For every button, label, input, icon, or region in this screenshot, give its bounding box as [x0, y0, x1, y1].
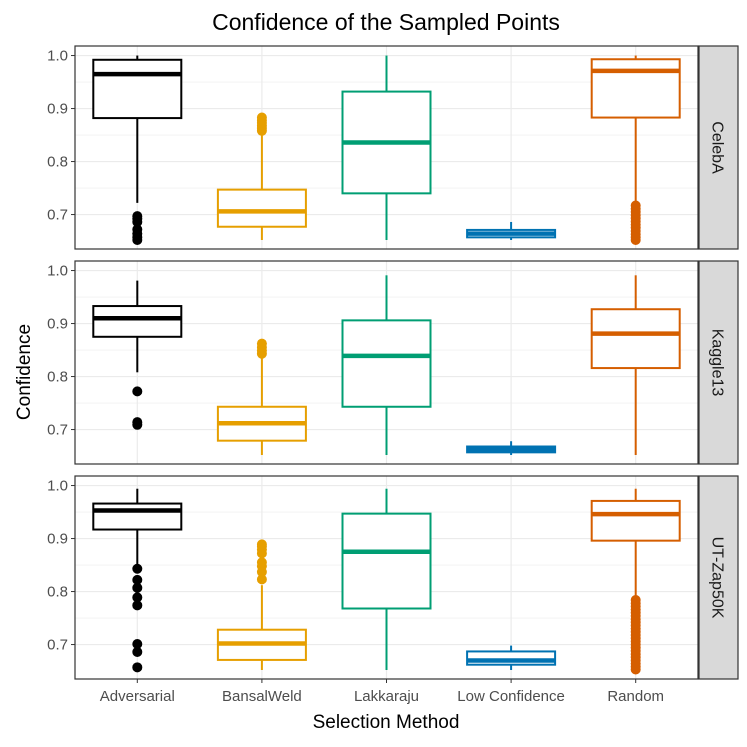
- outlier-point: [132, 419, 143, 430]
- y-tick-label: 0.7: [47, 207, 68, 224]
- box-iqr: [341, 319, 432, 408]
- x-tick-label: BansalWeld: [222, 688, 302, 705]
- y-tick-label: 0.7: [47, 637, 68, 654]
- outlier-point: [132, 662, 143, 673]
- outlier-point: [132, 600, 143, 611]
- facet-strip-label: CelebA: [709, 121, 726, 174]
- box-random: [590, 488, 681, 675]
- x-tick-label: Adversarial: [100, 688, 175, 705]
- box-iqr: [341, 512, 432, 610]
- y-tick-label: 0.7: [47, 422, 68, 439]
- y-tick-label: 1.0: [47, 48, 68, 65]
- box-iqr: [92, 502, 183, 531]
- x-axis-title: Selection Method: [313, 712, 460, 733]
- outlier-point: [256, 539, 267, 550]
- box-adversarial: [92, 280, 183, 430]
- box-adversarial: [92, 488, 183, 673]
- box-iqr: [590, 58, 681, 119]
- outlier-point: [132, 563, 143, 574]
- x-axis: Adversarial BansalWeld Lakkaraju Low Confid…: [100, 679, 664, 705]
- panel-border: [74, 45, 699, 250]
- facet-strip: [698, 475, 739, 680]
- y-tick-label: 1.0: [47, 478, 68, 495]
- facet-panel-kaggle13: 0.7 0.8 0.9 1.0 Kaggle13: [47, 260, 739, 465]
- box-lakkaraju: [341, 275, 432, 455]
- box-lakkaraju: [341, 55, 432, 240]
- box-adversarial: [92, 55, 183, 245]
- outlier-point: [132, 386, 143, 397]
- facet-strip-label: UT-Zap50K: [709, 537, 726, 619]
- box-low-confidence: [466, 645, 557, 670]
- box-iqr: [466, 650, 557, 666]
- chart-title: Confidence of the Sampled Points: [212, 9, 560, 35]
- box-iqr: [590, 499, 681, 542]
- outlier-point: [132, 592, 143, 603]
- x-tick-label: Low Confidence: [457, 688, 565, 705]
- outlier-point: [630, 664, 641, 675]
- y-tick-label: 0.9: [47, 101, 68, 118]
- outlier-point: [132, 216, 143, 227]
- box-bansalweld: [216, 539, 307, 670]
- box-iqr: [216, 188, 307, 228]
- facet-panels: 0.70.80.91.0CelebA0.70.80.91.0Kaggle130.…: [47, 45, 739, 680]
- y-tick-label: 1.0: [47, 263, 68, 280]
- outlier-point: [256, 574, 267, 585]
- outlier-point: [256, 112, 267, 123]
- y-tick-label: 0.8: [47, 369, 68, 386]
- x-tick-label: Random: [607, 688, 664, 705]
- y-tick-label: 0.9: [47, 316, 68, 333]
- panel-border: [74, 260, 699, 465]
- box-random: [590, 55, 681, 245]
- outlier-point: [132, 574, 143, 585]
- box-lakkaraju: [341, 488, 432, 670]
- y-tick-label: 0.8: [47, 584, 68, 601]
- facet-panel-celeba: 0.7 0.8 0.9 1.0 CelebA: [47, 45, 739, 250]
- facet-strip-label: Kaggle13: [709, 329, 726, 397]
- box-low-confidence: [466, 221, 557, 240]
- box-bansalweld: [216, 338, 307, 455]
- box-random: [590, 275, 681, 455]
- x-tick-label: Lakkaraju: [354, 688, 419, 705]
- outlier-point: [132, 582, 143, 593]
- outlier-point: [256, 557, 267, 568]
- box-low-confidence: [466, 441, 557, 455]
- y-axis-title: Confidence: [14, 324, 35, 420]
- box-iqr: [590, 308, 681, 370]
- facet-strip: [698, 45, 739, 250]
- outlier-point: [132, 234, 143, 245]
- box-iqr: [92, 305, 183, 338]
- facet-panel-ut-zap50k: 0.7 0.8 0.9 1.0 UT-Zap50K: [47, 475, 739, 680]
- outlier-point: [630, 234, 641, 245]
- facet-strip: [698, 260, 739, 465]
- y-tick-label: 0.8: [47, 154, 68, 171]
- outlier-point: [132, 639, 143, 650]
- box-bansalweld: [216, 112, 307, 240]
- y-tick-label: 0.9: [47, 531, 68, 548]
- box-iqr: [92, 58, 183, 120]
- outlier-point: [256, 338, 267, 349]
- outlier-point: [132, 646, 143, 657]
